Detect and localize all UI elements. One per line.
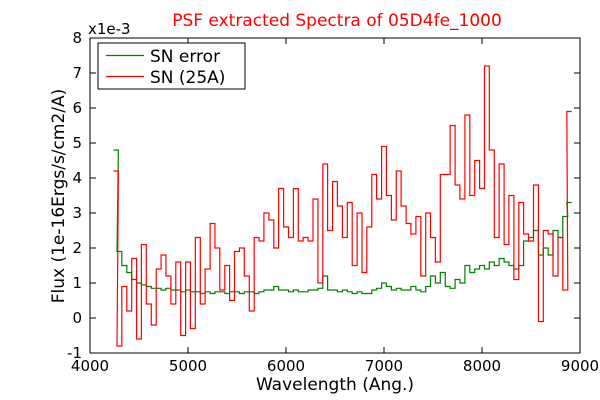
y-tick-label: 7 (72, 64, 82, 82)
y-tick-label: 1 (72, 274, 82, 292)
y-tick-label: 0 (72, 309, 82, 327)
x-tick-label: 6000 (267, 357, 305, 375)
y-tick-label: 6 (72, 99, 82, 117)
legend: SN error SN (25A) (97, 42, 246, 90)
y-tick-label: 4 (72, 169, 82, 187)
series-line-sn-25a (113, 65, 572, 347)
x-axis-label: Wavelength (Ang.) (256, 375, 414, 395)
y-axis: -1 0 1 2 3 4 5 6 7 8 (67, 29, 580, 362)
x-tick-label: 4000 (71, 357, 109, 375)
legend-label-sn-error: SN error (150, 47, 220, 67)
y-tick-label: 8 (72, 29, 82, 47)
x-tick-label: 9000 (561, 357, 599, 375)
chart-title: PSF extracted Spectra of 05D4fe_1000 (172, 11, 502, 31)
y-tick-label: -1 (67, 344, 82, 362)
x-tick-label: 8000 (463, 357, 501, 375)
plot-frame (89, 37, 581, 354)
y-multiplier-label: x1e-3 (88, 20, 131, 38)
y-tick-label: 3 (72, 204, 82, 222)
x-axis: 4000 5000 6000 7000 8000 9000 (71, 38, 599, 375)
y-axis-label: Flux (1e-16Ergs/s/cm2/A) (49, 89, 69, 304)
series-group (113, 65, 572, 347)
x-tick-label: 5000 (169, 357, 207, 375)
legend-box (97, 42, 246, 90)
y-tick-label: 5 (72, 134, 82, 152)
x-tick-label: 7000 (365, 357, 403, 375)
y-tick-label: 2 (72, 239, 82, 257)
legend-label-sn-25a: SN (25A) (150, 68, 225, 88)
